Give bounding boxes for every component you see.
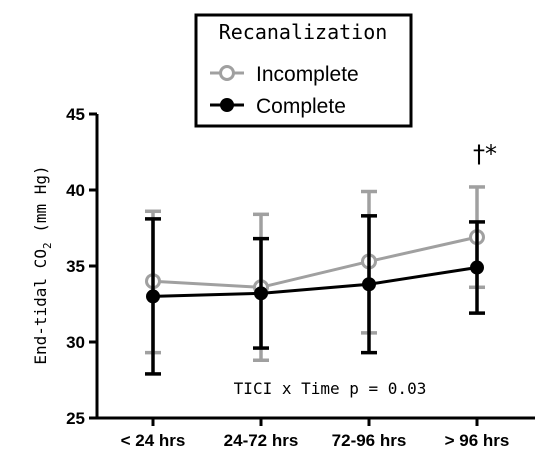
series-line — [152, 266, 478, 298]
stat-annotation: TICI x Time p = 0.03 — [234, 379, 427, 398]
y-axis-label-unit: (mm Hg) — [31, 165, 50, 242]
legend: Recanalization Incomplete Complete — [194, 13, 413, 128]
data-point — [362, 277, 376, 292]
y-axis-label-main: End-tidal CO — [31, 249, 50, 365]
series-complete — [145, 214, 485, 376]
legend-label: Incomplete — [256, 63, 359, 86]
y-tick-label: 30 — [66, 333, 85, 352]
y-tick-label: 40 — [66, 181, 85, 200]
x-tick-label: 24-72 hrs — [224, 431, 299, 450]
y-axis-label-subscript: 2 — [41, 242, 54, 249]
significance-marker: †* — [473, 140, 497, 168]
legend-label: Complete — [256, 95, 346, 118]
y-axis-label: End-tidal CO2 (mm Hg) — [31, 165, 54, 364]
series-line — [152, 235, 478, 289]
x-tick-label: < 24 hrs — [121, 431, 186, 450]
legend-marker — [219, 65, 235, 81]
axes: 25 30 35 40 45 < 24 hrs 24-72 hrs 72-96 hrs > 96… — [66, 105, 535, 450]
legend-marker — [220, 98, 234, 112]
y-tick-label: 35 — [66, 257, 85, 276]
series-layer — [145, 185, 485, 376]
legend-title: Recanalization — [219, 20, 388, 44]
y-tick-label: 25 — [66, 409, 85, 428]
x-tick-label: 72-96 hrs — [332, 431, 407, 450]
x-tick-label: > 96 hrs — [445, 431, 510, 450]
y-tick-label: 45 — [66, 105, 85, 124]
data-point — [146, 289, 160, 304]
data-point — [470, 260, 484, 275]
data-point — [254, 286, 268, 301]
